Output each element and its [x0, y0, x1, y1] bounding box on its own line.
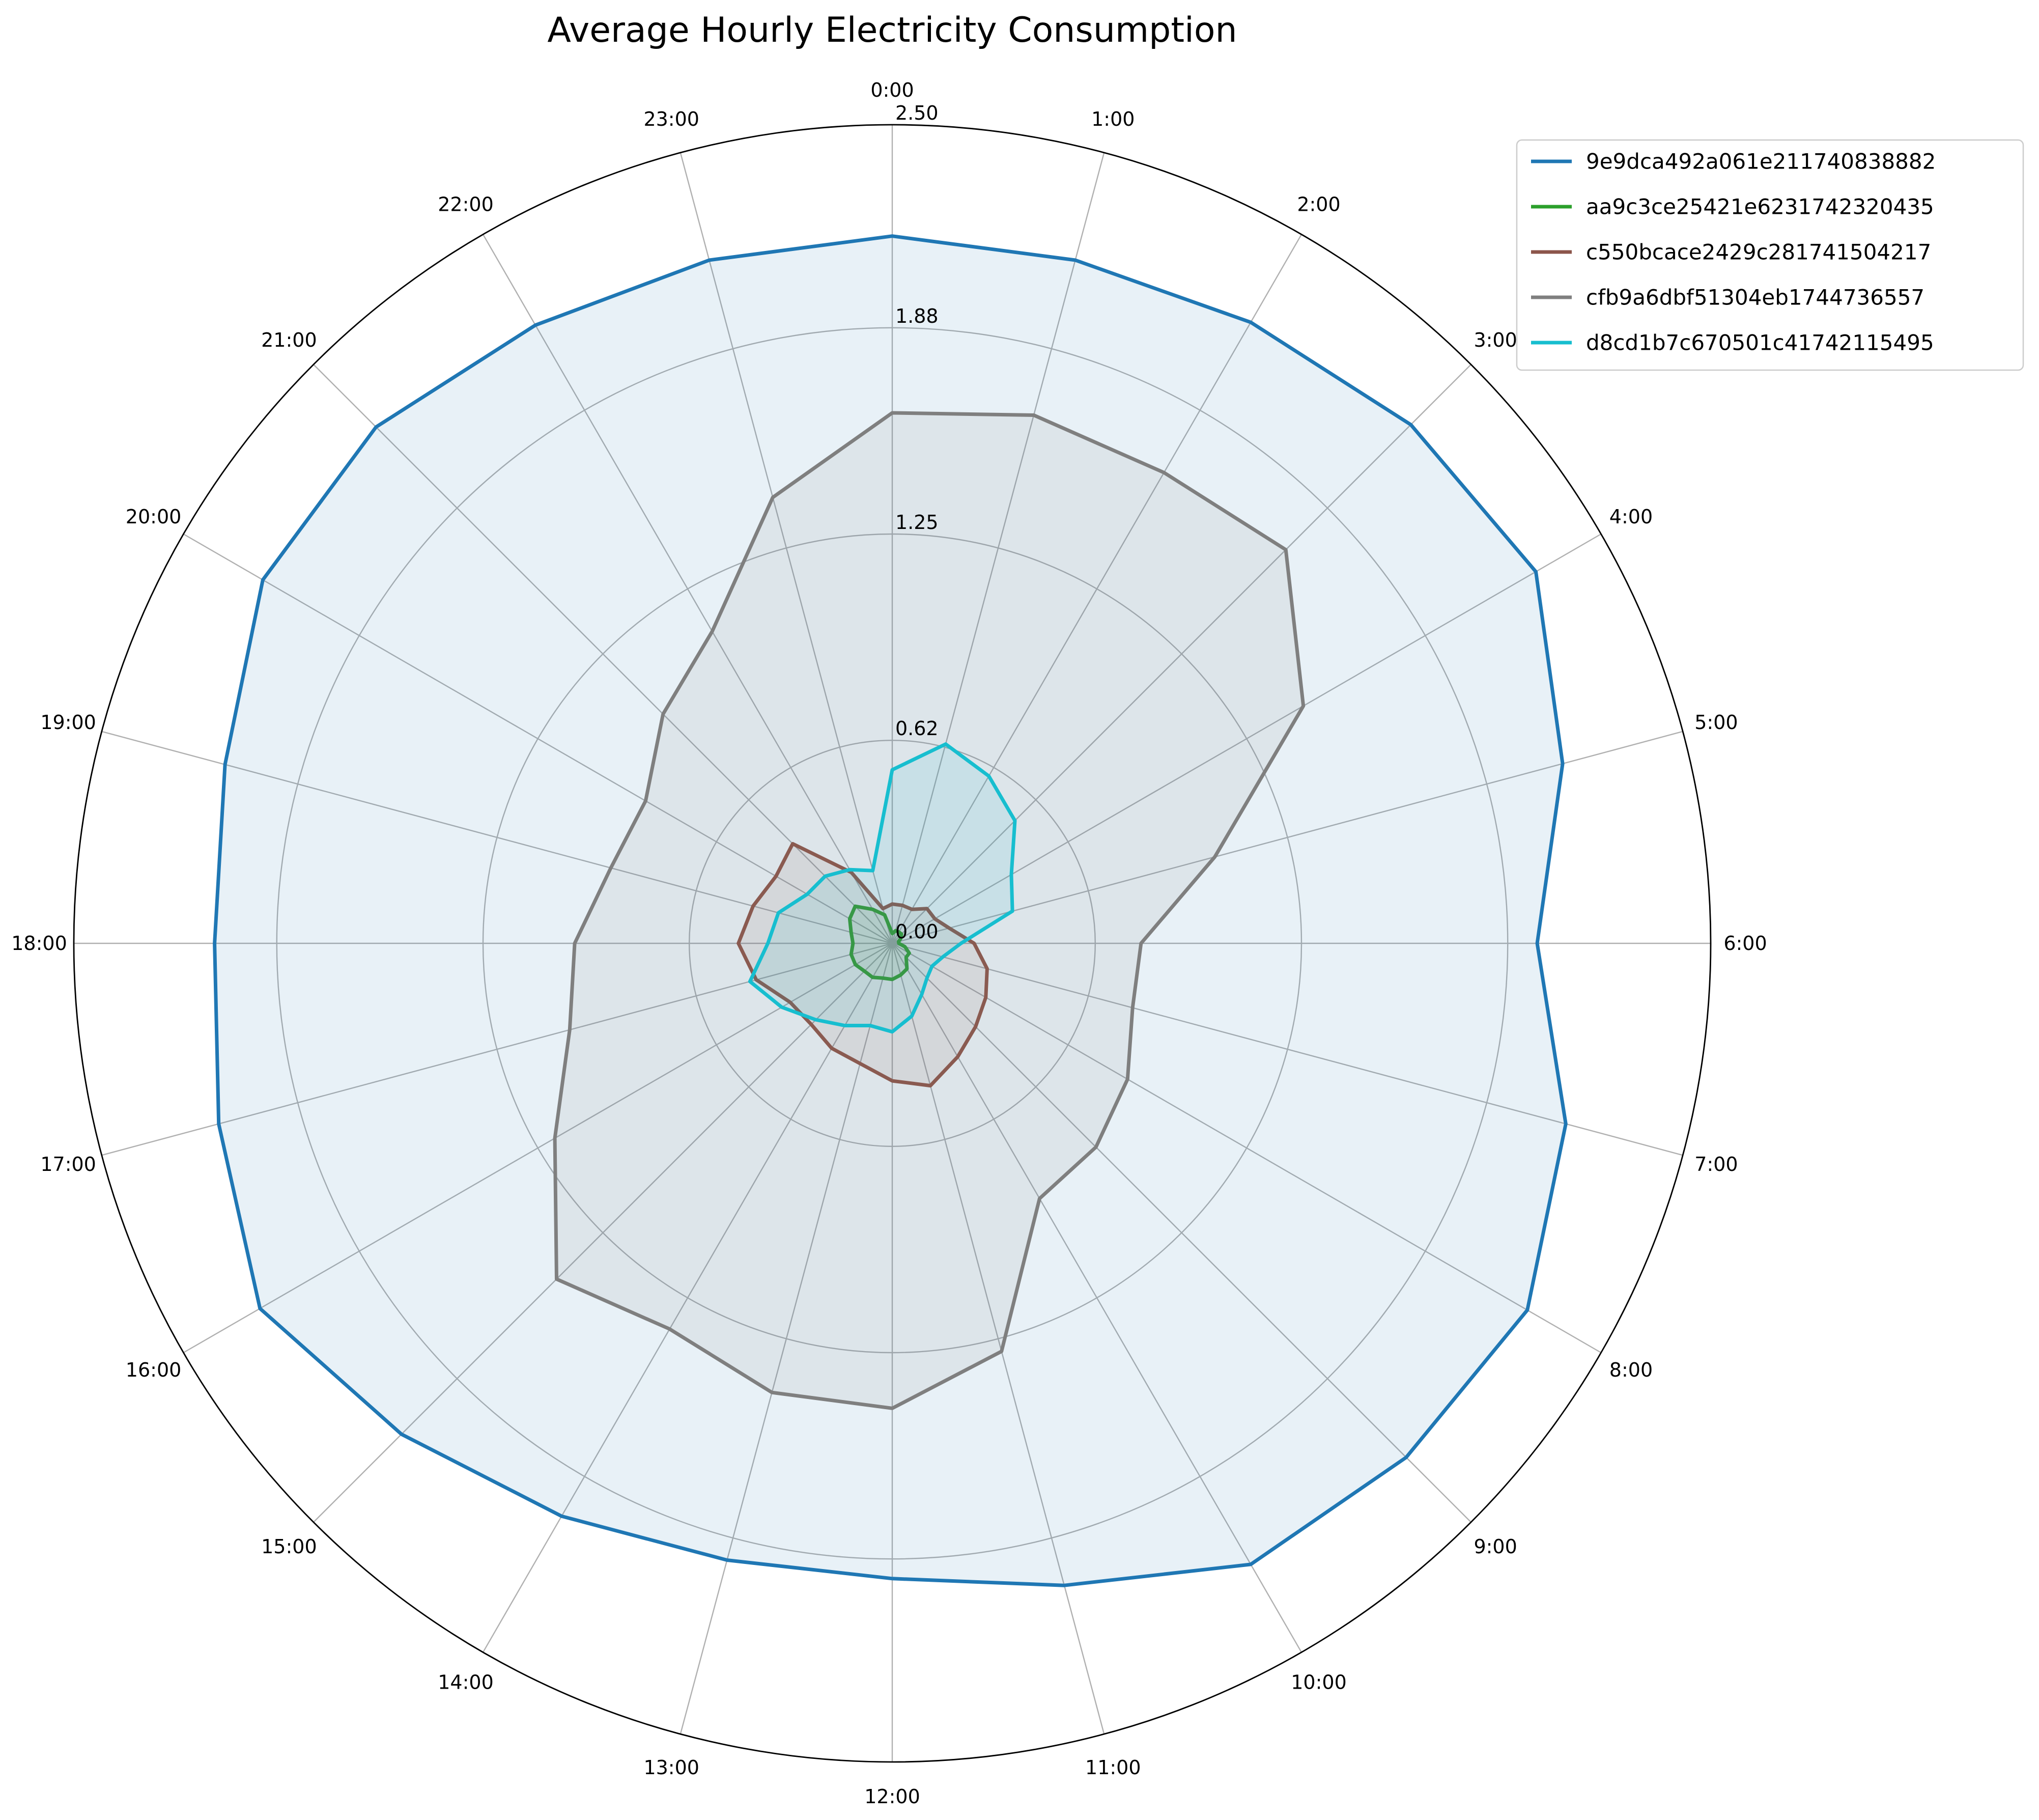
hour-label: 14:00: [438, 1671, 494, 1693]
grid-spoke: [183, 942, 893, 1354]
grid-spoke: [891, 943, 1105, 1734]
hour-label: 3:00: [1474, 329, 1517, 351]
series-line: [847, 904, 911, 982]
legend-entry: cfb9a6dbf51304eb1744736557: [1586, 285, 1924, 310]
hour-label: 13:00: [643, 1756, 699, 1779]
legend-entry: c550bcace2429c281741504217: [1586, 240, 1931, 265]
radial-tick-label: 0.00: [895, 920, 939, 943]
grid-spoke: [891, 943, 1302, 1653]
grid-spoke: [101, 942, 893, 1156]
hour-label: 16:00: [126, 1359, 182, 1381]
hour-label: 22:00: [438, 193, 494, 216]
grid-spoke: [482, 943, 893, 1653]
hour-label: 15:00: [261, 1535, 317, 1558]
series-line: [553, 411, 1306, 1410]
hour-label: 23:00: [643, 108, 699, 130]
grid-spoke: [891, 152, 1105, 944]
chart-title: Average Hourly Electricity Consumption: [547, 10, 1237, 50]
series-fill: [849, 906, 910, 979]
radial-tick-label: 0.62: [895, 717, 939, 740]
grid-spoke: [679, 152, 893, 944]
hour-label: 2:00: [1297, 193, 1340, 216]
radial-tick-label: 2.50: [895, 102, 939, 124]
series-line: [748, 742, 1017, 1034]
radial-tick-label: 1.25: [895, 511, 939, 534]
grid-spoke: [892, 364, 1471, 944]
hour-label: 7:00: [1694, 1153, 1738, 1175]
legend-box: [1516, 139, 2024, 371]
hour-label: 8:00: [1609, 1359, 1653, 1381]
hour-label: 1:00: [1091, 108, 1135, 130]
grid-spoke: [101, 731, 893, 944]
grid-spoke: [482, 234, 893, 944]
hour-label: 5:00: [1694, 711, 1738, 734]
hour-label: 21:00: [261, 329, 317, 351]
grid-spoke: [892, 942, 1683, 1156]
hour-label: 17:00: [40, 1153, 96, 1175]
legend-entry: 9e9dca492a061e211740838882: [1586, 149, 1936, 174]
hour-label: 11:00: [1085, 1756, 1141, 1779]
grid-spoke: [891, 234, 1302, 944]
hour-label: 6:00: [1723, 932, 1767, 955]
legend-entry: d8cd1b7c670501c41742115495: [1586, 330, 1934, 355]
hour-label: 4:00: [1609, 506, 1653, 528]
polar-frame: [73, 124, 1712, 1763]
hour-label: 12:00: [864, 1785, 920, 1808]
grid-spoke: [313, 943, 893, 1523]
hour-label: 18:00: [11, 932, 67, 955]
series-fill: [214, 236, 1566, 1586]
legend-entry: aa9c3ce25421e6231742320435: [1586, 194, 1934, 219]
axis-labels: 0:00 1:00 2:00 3:00 4:00 5:00 6:00 7:00 8:00 9:00…: [11, 79, 1767, 1808]
grid-spoke: [679, 943, 893, 1734]
grid-spoke: [892, 943, 1471, 1523]
hour-label: 9:00: [1474, 1535, 1517, 1558]
hour-label: 20:00: [126, 506, 182, 528]
hour-label: 19:00: [40, 711, 96, 734]
legend: 9e9dca492a061e211740838882 aa9c3ce25421e6…: [1516, 139, 2024, 371]
radial-tick-label: 1.88: [895, 305, 939, 327]
series-fill: [750, 744, 1015, 1032]
grid-spoke: [892, 942, 1602, 1354]
grid-spoke: [183, 533, 893, 944]
hour-label: 0:00: [870, 79, 914, 101]
series-line: [213, 234, 1568, 1587]
series-fill: [555, 413, 1304, 1409]
series-fill: [738, 844, 987, 1086]
grid-spoke: [892, 731, 1683, 944]
series-layer: [213, 234, 1568, 1587]
series-line: [737, 842, 989, 1088]
hour-label: 10:00: [1291, 1671, 1347, 1693]
